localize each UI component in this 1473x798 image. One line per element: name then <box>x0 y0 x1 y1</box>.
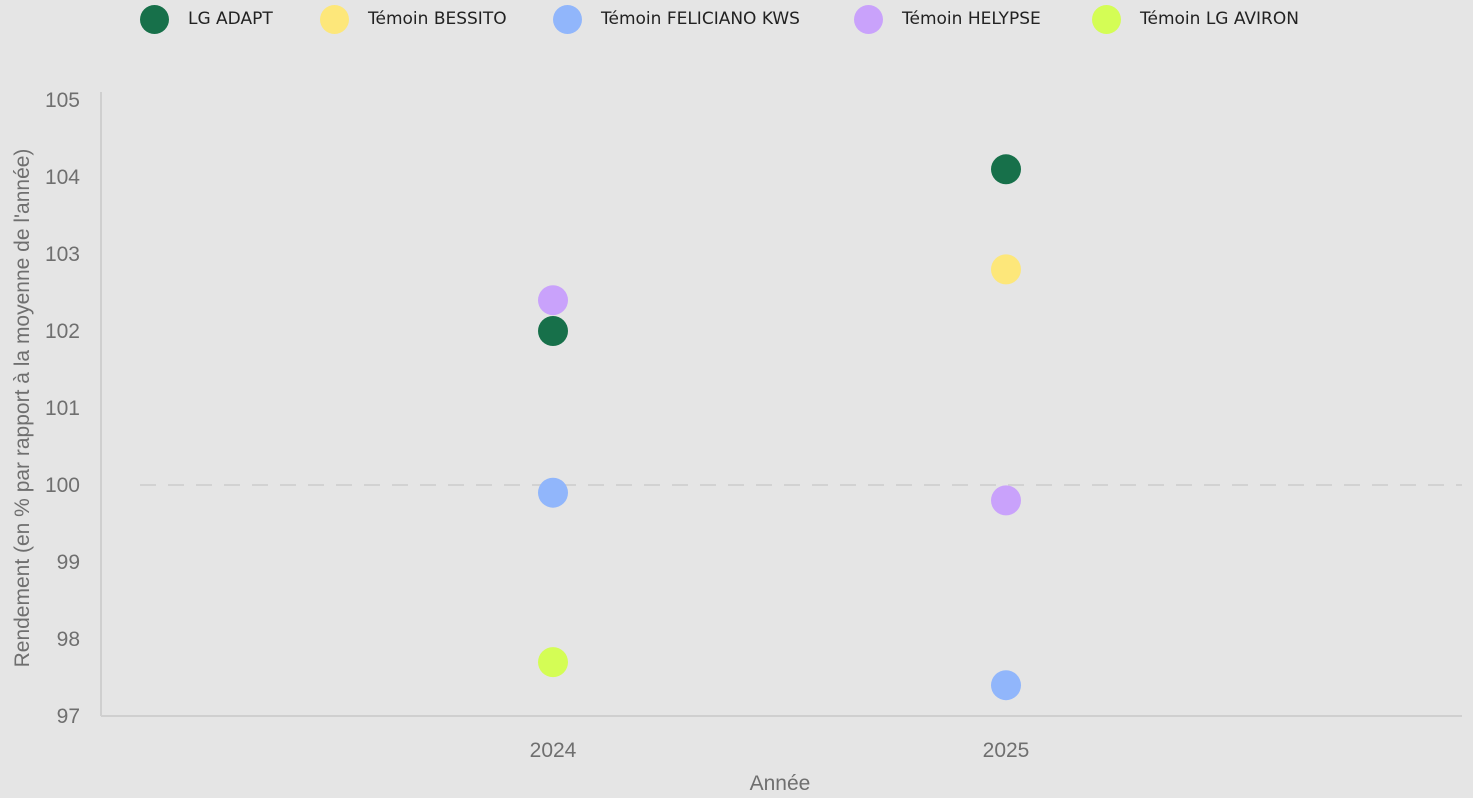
legend-marker <box>320 4 349 34</box>
legend-marker <box>1092 4 1121 34</box>
data-point[interactable] <box>538 477 568 508</box>
data-point[interactable] <box>991 254 1021 285</box>
legend-label: Témoin FELICIANO KWS <box>601 9 800 29</box>
data-point[interactable] <box>991 154 1021 185</box>
legend-item-lg-adapt[interactable]: LG ADAPT <box>140 3 273 35</box>
x-tick-label: 2024 <box>530 739 577 762</box>
legend-marker <box>553 4 582 34</box>
data-point[interactable] <box>991 670 1021 701</box>
y-tick-label: 105 <box>45 89 80 112</box>
x-axis-ticks: 2024 2025 <box>530 739 1030 762</box>
legend-marker <box>140 4 169 34</box>
legend-marker <box>854 4 883 34</box>
data-point[interactable] <box>538 285 568 316</box>
legend-label: Témoin BESSITO <box>368 9 507 29</box>
y-tick-label: 103 <box>45 243 80 266</box>
data-points <box>538 154 1021 701</box>
data-point[interactable] <box>538 316 568 346</box>
y-tick-label: 98 <box>57 628 80 651</box>
y-tick-label: 99 <box>57 551 80 574</box>
y-tick-label: 104 <box>45 166 80 189</box>
y-axis-title: Rendement (en % par rapport à la moyenne… <box>11 149 34 668</box>
chart-legend: LG ADAPT Témoin BESSITO Témoin FELICIANO… <box>0 0 1473 40</box>
x-tick-label: 2025 <box>983 739 1030 762</box>
y-tick-label: 102 <box>45 320 80 343</box>
legend-label: LG ADAPT <box>188 9 273 29</box>
y-tick-label: 97 <box>57 705 80 728</box>
y-axis-ticks: 105 104 103 102 101 100 99 98 97 <box>45 89 80 728</box>
y-tick-label: 100 <box>45 474 80 497</box>
legend-item-temoin-bessito[interactable]: Témoin BESSITO <box>320 3 507 35</box>
y-tick-label: 101 <box>45 397 80 420</box>
legend-item-temoin-lg-aviron[interactable]: Témoin LG AVIRON <box>1092 3 1299 35</box>
data-point[interactable] <box>991 485 1021 516</box>
legend-label: Témoin HELYPSE <box>902 9 1041 29</box>
x-axis-title: Année <box>750 772 811 795</box>
data-point[interactable] <box>538 647 568 678</box>
legend-label: Témoin LG AVIRON <box>1140 9 1299 29</box>
legend-item-temoin-feliciano-kws[interactable]: Témoin FELICIANO KWS <box>553 3 800 35</box>
legend-item-temoin-helypse[interactable]: Témoin HELYPSE <box>854 3 1041 35</box>
